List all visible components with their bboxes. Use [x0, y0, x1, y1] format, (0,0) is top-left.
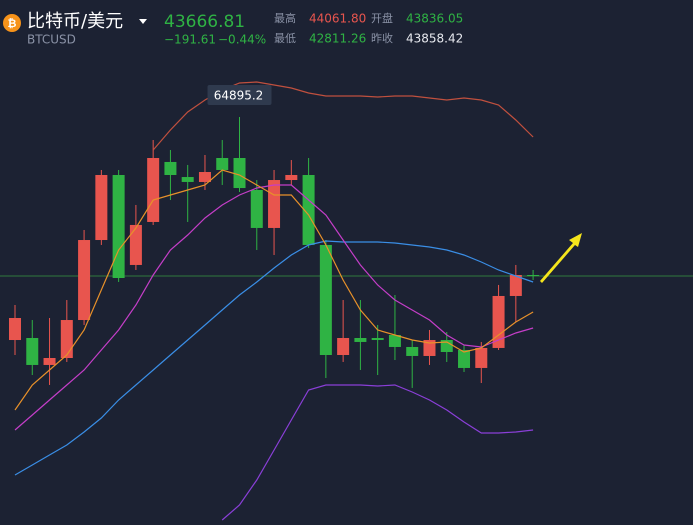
indicator-line: [14, 184, 534, 431]
candle-body: [440, 340, 453, 353]
candle-body: [423, 340, 436, 356]
header: ₿ 比特币/美元 BTCUSD 43666.81 −191.61 −0.44% …: [3, 11, 463, 47]
stat-label: 最低: [274, 32, 296, 45]
candle-body: [337, 337, 350, 356]
indicator-line: [14, 169, 534, 411]
candle-body: [112, 175, 125, 278]
candle-body: [9, 317, 21, 341]
candle-body: [302, 175, 315, 245]
trend-arrow: [540, 233, 582, 283]
stat-value: 43858.42: [406, 32, 463, 46]
candle-body: [129, 224, 142, 265]
candle-body: [371, 337, 384, 341]
candle-body: [527, 275, 540, 277]
coin-symbol: ₿: [8, 17, 17, 30]
stat-label: 最高: [274, 11, 296, 25]
candle-body: [233, 157, 246, 189]
candle-body: [492, 295, 505, 348]
candle-body: [147, 157, 160, 222]
candle-body: [354, 337, 367, 342]
change-pct: −0.44%: [218, 33, 266, 47]
stat-value: 42811.26: [309, 32, 366, 46]
candle-body: [388, 335, 401, 347]
coin-icon: [3, 14, 21, 32]
candle-body: [268, 180, 281, 228]
candle-body: [43, 357, 56, 365]
candle-body: [319, 244, 332, 356]
stat-value: 44061.80: [309, 12, 366, 26]
candle-body: [26, 337, 39, 365]
candle-body: [509, 275, 522, 296]
max-label-box: [207, 84, 272, 105]
plot: 64895.2: [0, 81, 693, 521]
stat-label: 昨收: [371, 31, 393, 45]
stat-label: 开盘: [371, 11, 393, 25]
candle-body: [198, 172, 211, 182]
indicator-line: [221, 384, 534, 521]
candle-body: [250, 189, 263, 228]
candle-body: [216, 157, 229, 170]
symbol: BTCUSD: [27, 33, 76, 47]
candle-body: [95, 175, 108, 241]
candle-body: [406, 346, 419, 356]
pair-title[interactable]: 比特币/美元: [27, 11, 123, 32]
candle-body: [475, 347, 488, 368]
change: −191.61: [164, 33, 216, 47]
candle-body: [181, 177, 194, 182]
price: 43666.81: [164, 12, 245, 32]
max-label: 64895.2: [214, 88, 264, 102]
candle-body: [285, 175, 298, 181]
candle-body: [78, 240, 91, 321]
candle-body: [458, 349, 471, 368]
candle-body: [164, 161, 177, 176]
dropdown-arrow[interactable]: [139, 19, 147, 24]
stat-value: 43836.05: [406, 12, 463, 26]
indicator-line: [14, 240, 534, 476]
candle-body: [60, 320, 73, 358]
